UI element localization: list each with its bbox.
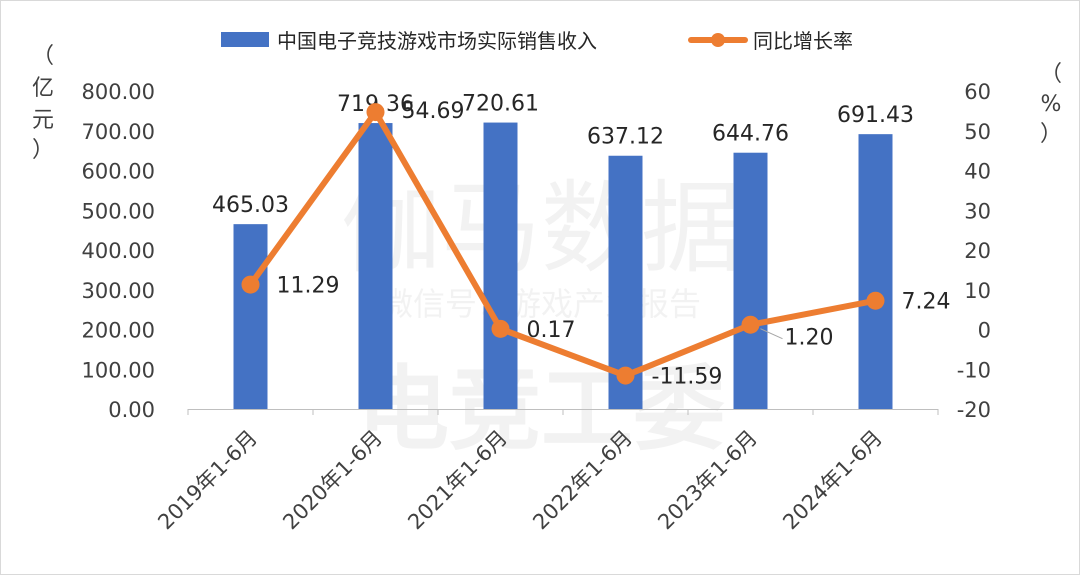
left-axis-tick: 200.00: [82, 319, 155, 343]
bar-value-label: 720.61: [462, 92, 539, 117]
growth-value-label: -11.59: [652, 365, 723, 390]
left-unit-yuan: 元: [32, 108, 54, 133]
growth-value-label: 0.17: [527, 318, 576, 343]
left-axis-tick: 700.00: [82, 120, 155, 144]
legend-label-growth: 同比增长率: [753, 29, 853, 53]
left-unit-close: ）: [32, 138, 54, 163]
bar: [358, 123, 393, 410]
right-unit-percent: %: [1041, 92, 1062, 117]
legend-label-revenue: 中国电子竞技游戏市场实际销售收入: [277, 29, 597, 53]
right-axis-tick: 10: [964, 279, 991, 303]
growth-point: [866, 291, 885, 310]
bar: [733, 152, 768, 410]
growth-point: [366, 103, 385, 122]
bar-value-label: 637.12: [587, 125, 664, 150]
bar-value-label: 644.76: [712, 122, 789, 147]
left-unit-open: （: [32, 44, 54, 69]
watermark-subtitle: 微信号：游戏产业报告: [381, 285, 701, 323]
left-axis-tick: 0.00: [108, 398, 155, 422]
bar: [858, 134, 893, 410]
right-axis-tick: 0: [978, 319, 991, 343]
bar-value-label: 465.03: [212, 193, 289, 218]
right-axis-tick: -20: [957, 398, 991, 422]
growth-label-leader: [760, 328, 783, 340]
left-axis-tick: 100.00: [82, 358, 155, 382]
right-axis-tick: 50: [964, 120, 991, 144]
left-axis-tick: 300.00: [82, 279, 155, 303]
right-axis-tick: 60: [964, 80, 991, 104]
growth-value-label: 11.29: [277, 274, 340, 299]
left-unit-yi: 亿: [32, 76, 54, 101]
growth-point: [741, 315, 760, 334]
left-axis-unit: （ 亿 元 ）: [32, 44, 54, 163]
bar: [233, 224, 268, 409]
left-axis-tick: 800.00: [82, 80, 155, 104]
legend: 中国电子竞技游戏市场实际销售收入 同比增长率: [221, 29, 853, 53]
bar: [483, 122, 518, 409]
right-axis-tick: 40: [964, 160, 991, 184]
right-axis-tick: -10: [957, 358, 991, 382]
watermark-title: 伽马数据: [341, 170, 741, 287]
left-axis-tick: 400.00: [82, 239, 155, 263]
x-axis-category-label: 2019年1-6月: [153, 426, 262, 535]
legend-marker: [711, 33, 725, 47]
legend-bar-swatch: [221, 32, 269, 47]
growth-point: [616, 366, 635, 385]
growth-line: [247, 109, 879, 379]
right-axis-unit: （ % ）: [1040, 62, 1062, 147]
right-axis-tick: 30: [964, 199, 991, 223]
right-unit-open: （: [1040, 62, 1062, 87]
x-axis-category-label: 2020年1-6月: [278, 426, 387, 535]
bar-value-label: 691.43: [837, 103, 914, 128]
right-axis-tick: 20: [964, 239, 991, 263]
growth-value-label: 54.69: [402, 99, 465, 124]
left-axis-tick: 500.00: [82, 199, 155, 223]
right-unit-close: ）: [1040, 122, 1062, 147]
growth-point: [241, 275, 260, 294]
growth-value-label: 7.24: [902, 290, 951, 315]
x-axis-category-label: 2024年1-6月: [778, 426, 887, 535]
growth-point: [491, 319, 510, 338]
growth-value-label: 1.20: [785, 326, 834, 351]
left-axis-tick: 600.00: [82, 160, 155, 184]
